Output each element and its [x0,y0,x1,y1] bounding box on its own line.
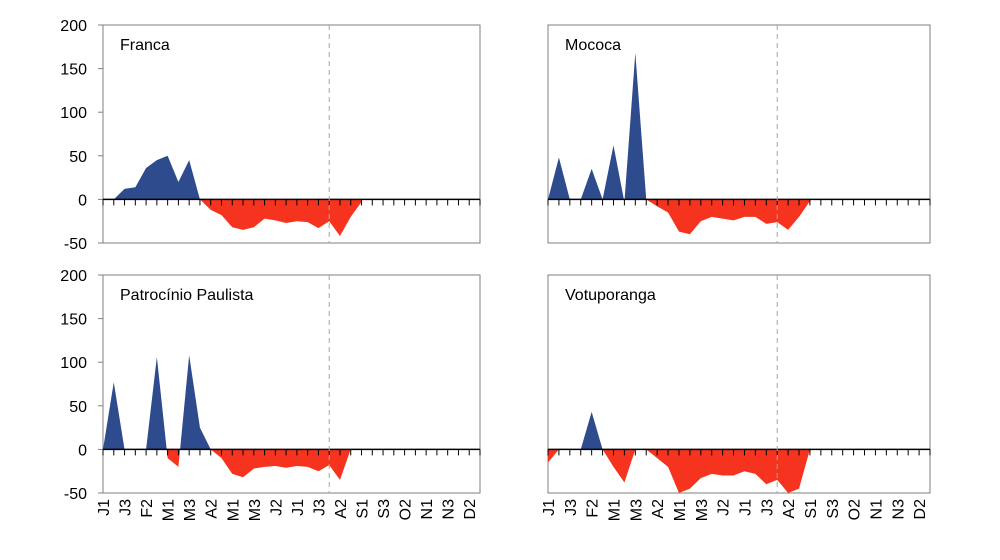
x-tick-label: M3 [694,499,711,521]
panel-title: Franca [120,37,170,54]
x-tick-label: N3 [890,499,907,520]
x-tick-label: S1 [803,499,820,519]
x-tick-label: O2 [847,499,864,520]
x-tick-label: J1 [96,499,113,516]
y-tick-label: -50 [64,236,87,253]
x-tick-label: M3 [247,499,264,521]
x-tick-label: O2 [398,499,415,520]
x-tick-label: M1 [672,499,689,521]
plot-frame [102,274,481,494]
y-tick-label: 50 [69,399,87,416]
plot-frame [547,24,931,244]
x-tick-label: S3 [825,499,842,519]
x-tick-label: N3 [441,499,458,520]
area [103,155,362,237]
x-tick-label: A2 [333,499,350,519]
x-tick-label: M3 [182,499,199,521]
area [548,52,810,235]
y-tick-label: 100 [60,355,87,372]
x-tick-label: M1 [161,499,178,521]
x-tick-label: A2 [781,499,798,519]
x-tick-label: S1 [355,499,372,519]
x-tick-label: A2 [650,499,667,519]
x-tick-label: J3 [311,499,328,516]
y-tick-label: -50 [64,486,87,503]
x-tick-label: F2 [585,499,602,518]
y-tick-label: 200 [60,268,87,285]
x-tick-label: S3 [376,499,393,519]
x-tick-label: M3 [628,499,645,521]
y-tick-label: 0 [78,442,87,459]
x-tick-label: N1 [868,499,885,520]
plot-frame [102,24,481,244]
y-tick-label: 0 [78,192,87,209]
y-tick-label: 100 [60,105,87,122]
area [103,355,351,480]
x-tick-label: J1 [737,499,754,516]
y-tick-label: 150 [60,312,87,329]
panel-title: Mococa [565,37,621,54]
x-tick-label: D2 [462,499,479,520]
y-tick-label: 200 [60,18,87,35]
x-tick-label: J3 [563,499,580,516]
x-tick-label: J1 [290,499,307,516]
panel-title: Votuporanga [565,287,656,304]
x-tick-label: A2 [204,499,221,519]
panel-title: Patrocínio Paulista [120,287,254,304]
y-tick-label: 50 [69,149,87,166]
y-tick-label: 150 [60,62,87,79]
x-tick-label: M1 [606,499,623,521]
x-tick-label: J2 [716,499,733,516]
x-tick-label: F2 [139,499,156,518]
x-tick-label: N1 [419,499,436,520]
plot-frame [547,274,931,494]
x-tick-label: J1 [541,499,558,516]
x-tick-label: J3 [118,499,135,516]
x-tick-label: M1 [225,499,242,521]
x-tick-label: J3 [759,499,776,516]
x-tick-label: J2 [268,499,285,516]
x-tick-label: D2 [912,499,929,520]
